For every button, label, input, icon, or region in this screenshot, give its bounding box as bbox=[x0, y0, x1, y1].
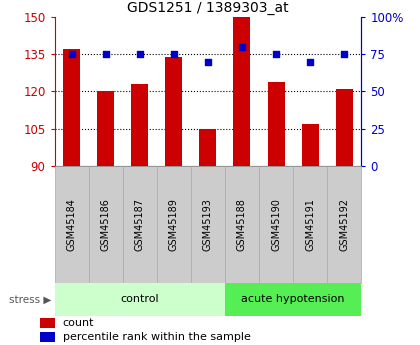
Text: stress ▶: stress ▶ bbox=[9, 294, 51, 304]
Bar bbox=[234, 17, 250, 166]
Text: GSM45187: GSM45187 bbox=[135, 198, 145, 251]
Text: GSM45193: GSM45193 bbox=[203, 198, 213, 251]
Point bbox=[205, 59, 211, 65]
Bar bbox=[302, 124, 319, 166]
Bar bbox=[63, 49, 80, 166]
Text: GSM45188: GSM45188 bbox=[237, 198, 247, 251]
Bar bbox=[97, 91, 114, 166]
Point bbox=[136, 51, 143, 57]
Point bbox=[239, 44, 245, 50]
Bar bbox=[89, 166, 123, 283]
Text: count: count bbox=[63, 318, 94, 328]
Bar bbox=[123, 166, 157, 283]
Text: GSM45192: GSM45192 bbox=[339, 198, 349, 251]
Bar bbox=[55, 283, 225, 316]
Text: GSM45186: GSM45186 bbox=[101, 198, 111, 251]
Bar bbox=[40, 318, 55, 328]
Bar bbox=[200, 128, 216, 166]
Bar bbox=[157, 166, 191, 283]
Text: GSM45191: GSM45191 bbox=[305, 198, 315, 251]
Bar bbox=[191, 166, 225, 283]
Bar bbox=[268, 81, 285, 166]
Point bbox=[68, 51, 75, 57]
Point bbox=[307, 59, 313, 65]
Bar bbox=[131, 84, 148, 166]
Bar bbox=[327, 166, 361, 283]
Text: GSM45189: GSM45189 bbox=[169, 198, 179, 251]
Text: percentile rank within the sample: percentile rank within the sample bbox=[63, 332, 250, 342]
Bar bbox=[293, 166, 327, 283]
Bar bbox=[55, 166, 89, 283]
Bar bbox=[225, 166, 259, 283]
Title: GDS1251 / 1389303_at: GDS1251 / 1389303_at bbox=[127, 1, 289, 15]
Text: acute hypotension: acute hypotension bbox=[241, 294, 345, 304]
Text: GSM45184: GSM45184 bbox=[67, 198, 76, 251]
Bar bbox=[40, 332, 55, 342]
Point bbox=[273, 51, 279, 57]
Text: control: control bbox=[121, 294, 159, 304]
Bar bbox=[165, 57, 182, 166]
Point bbox=[341, 51, 347, 57]
Bar bbox=[225, 283, 361, 316]
Bar bbox=[336, 89, 353, 166]
Bar bbox=[259, 166, 293, 283]
Point bbox=[102, 51, 109, 57]
Text: GSM45190: GSM45190 bbox=[271, 198, 281, 251]
Point bbox=[171, 51, 177, 57]
